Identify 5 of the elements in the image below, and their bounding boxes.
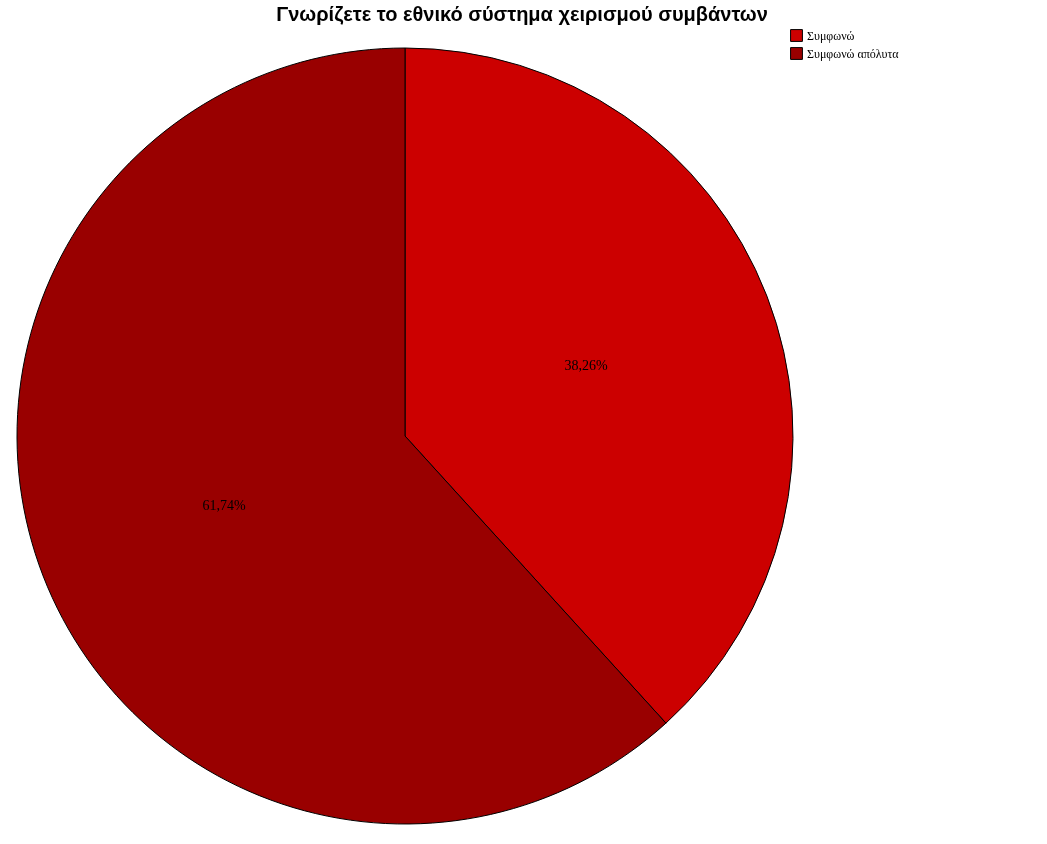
legend-label: Συμφωνώ [807,28,855,43]
data-label: 61,74% [202,497,246,513]
legend-label: Συμφωνώ απόλυτα [807,46,900,61]
data-label: 38,26% [564,358,608,374]
chart-title: Γνωρίζετε το εθνικό σύστημα χειρισμού συμβάντων [276,3,768,25]
